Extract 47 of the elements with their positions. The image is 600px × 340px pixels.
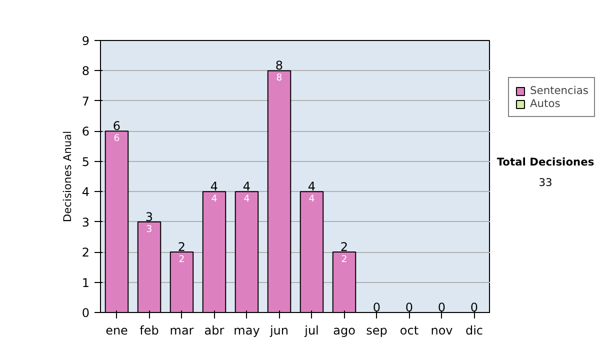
legend-label: Autos: [530, 97, 560, 110]
total-label: 4: [308, 180, 316, 194]
total-label: 0: [470, 300, 478, 314]
total-label: 2: [340, 240, 348, 254]
x-tick-label: feb: [140, 324, 159, 338]
y-tick-label: 7: [82, 94, 90, 108]
total-label: 4: [210, 180, 218, 194]
total-label: 0: [438, 300, 446, 314]
text: Total Decisiones: [496, 155, 594, 168]
data-label: 4: [211, 194, 218, 205]
x-tick-label: jul: [304, 324, 319, 338]
y-tick-label: 0: [82, 306, 90, 320]
total-label: 4: [242, 180, 251, 194]
x-tick-label: jun: [268, 324, 289, 338]
y-tick-label: 3: [82, 215, 90, 230]
data-label: 2: [341, 254, 348, 266]
total-label: 2: [178, 240, 186, 254]
total-label: 0: [405, 300, 414, 314]
y-tick-label: 6: [82, 124, 90, 139]
x-tick-label: may: [234, 324, 260, 338]
total-label: 8: [275, 58, 284, 73]
x-tick-label: nov: [430, 324, 453, 338]
total-label: 0: [372, 300, 381, 314]
y-tick-label: 9: [82, 34, 90, 48]
x-tick-label: dic: [465, 324, 484, 338]
data-label: 6: [114, 133, 120, 144]
x-tick-label: sep: [366, 324, 388, 338]
x-tick-label: oct: [400, 324, 419, 338]
total-label: 3: [145, 210, 154, 224]
data-label: 4: [244, 194, 250, 205]
x-tick-label: mar: [170, 324, 194, 338]
data-label: 8: [276, 72, 282, 84]
x-tick-label: ene: [106, 324, 128, 338]
y-axis-title: Decisiones Anual: [60, 130, 74, 222]
data-label: 4: [308, 194, 315, 205]
y-tick-label: 1: [82, 276, 90, 290]
y-tick-label: 2: [82, 246, 90, 260]
y-tick-label: 5: [82, 154, 90, 169]
legend-label: Sentencias: [530, 84, 588, 97]
x-tick-label: abr: [204, 324, 224, 338]
data-label: 2: [178, 254, 185, 266]
y-tick-label: 8: [82, 64, 90, 78]
data-label: 3: [146, 224, 152, 235]
text: 33: [538, 176, 552, 190]
total-label: 6: [112, 119, 121, 134]
y-tick-label: 4: [82, 185, 90, 200]
x-tick-label: ago: [333, 324, 356, 338]
